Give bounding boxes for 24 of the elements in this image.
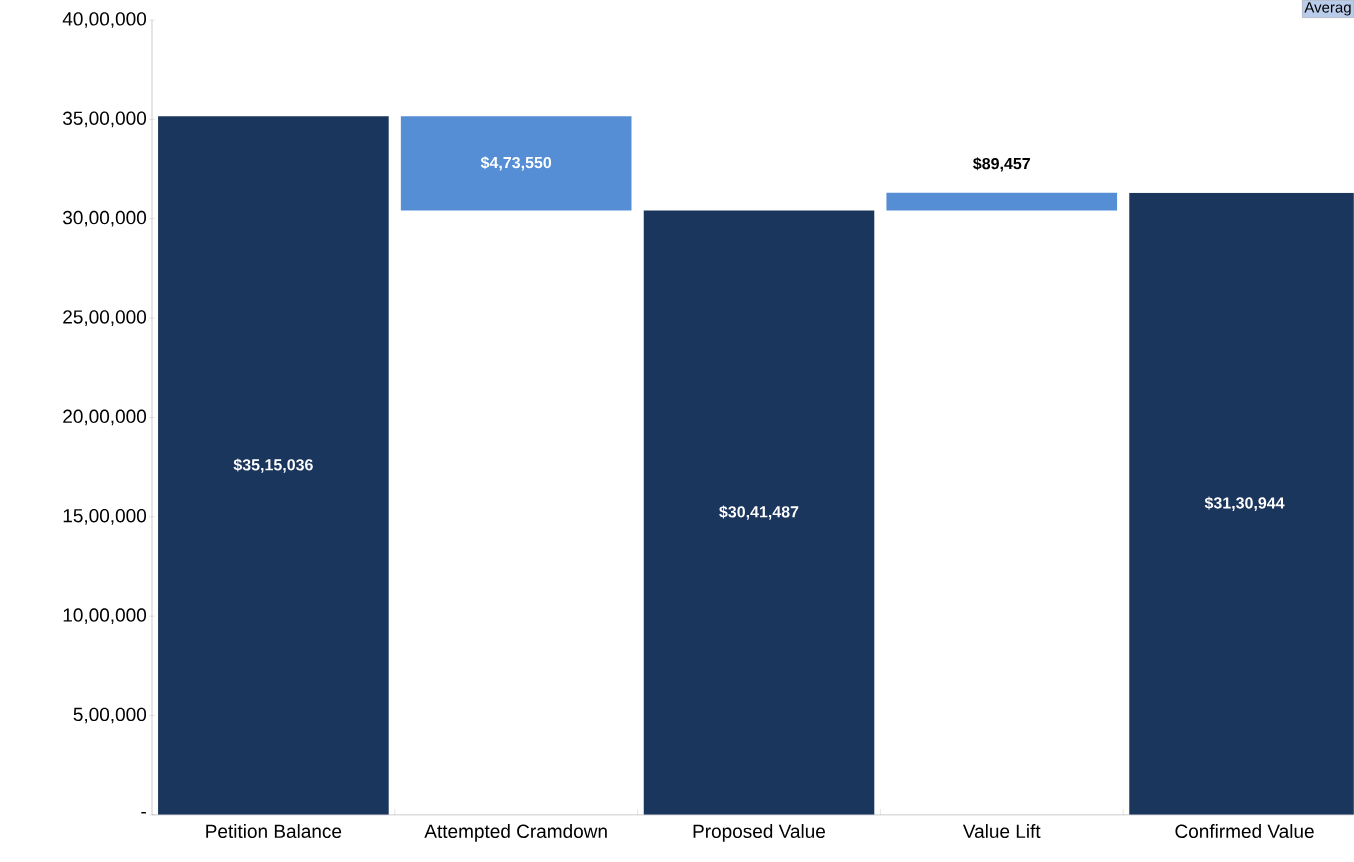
x-tick-label: Attempted Cramdown: [424, 824, 607, 842]
text: Averag: [1304, 2, 1351, 16]
y-tick-label: 5,00,000: [73, 707, 147, 724]
bar: [158, 116, 389, 815]
y-tick-label: 35,00,000: [63, 111, 147, 128]
data-label: $30,41,487: [719, 505, 799, 520]
y-tick-label: 25,00,000: [63, 310, 147, 326]
x-tick-label: Petition Balance: [206, 824, 342, 839]
x-tick-label: Value Lift: [962, 824, 1041, 839]
y-tick-label: 10,00,000: [63, 608, 147, 625]
data-label: $89,457: [973, 157, 1030, 172]
y-tick-label: 30,00,000: [63, 210, 147, 227]
data-label: $35,15,036: [233, 458, 313, 473]
data-label: $31,30,944: [1204, 496, 1285, 512]
y-tick-label: -: [141, 812, 146, 814]
x-tick-label: Proposed Value: [693, 824, 825, 842]
y-tick-label: 20,00,000: [63, 409, 147, 426]
y-tick-label: 15,00,000: [63, 509, 147, 525]
bar: [886, 192, 1118, 211]
x-tick-label: Confirmed Value: [1175, 824, 1314, 839]
bar: [643, 210, 875, 815]
y-tick-label: 40,00,000: [62, 12, 147, 28]
bar: [400, 116, 632, 211]
data-label: $4,73,550: [480, 156, 552, 171]
